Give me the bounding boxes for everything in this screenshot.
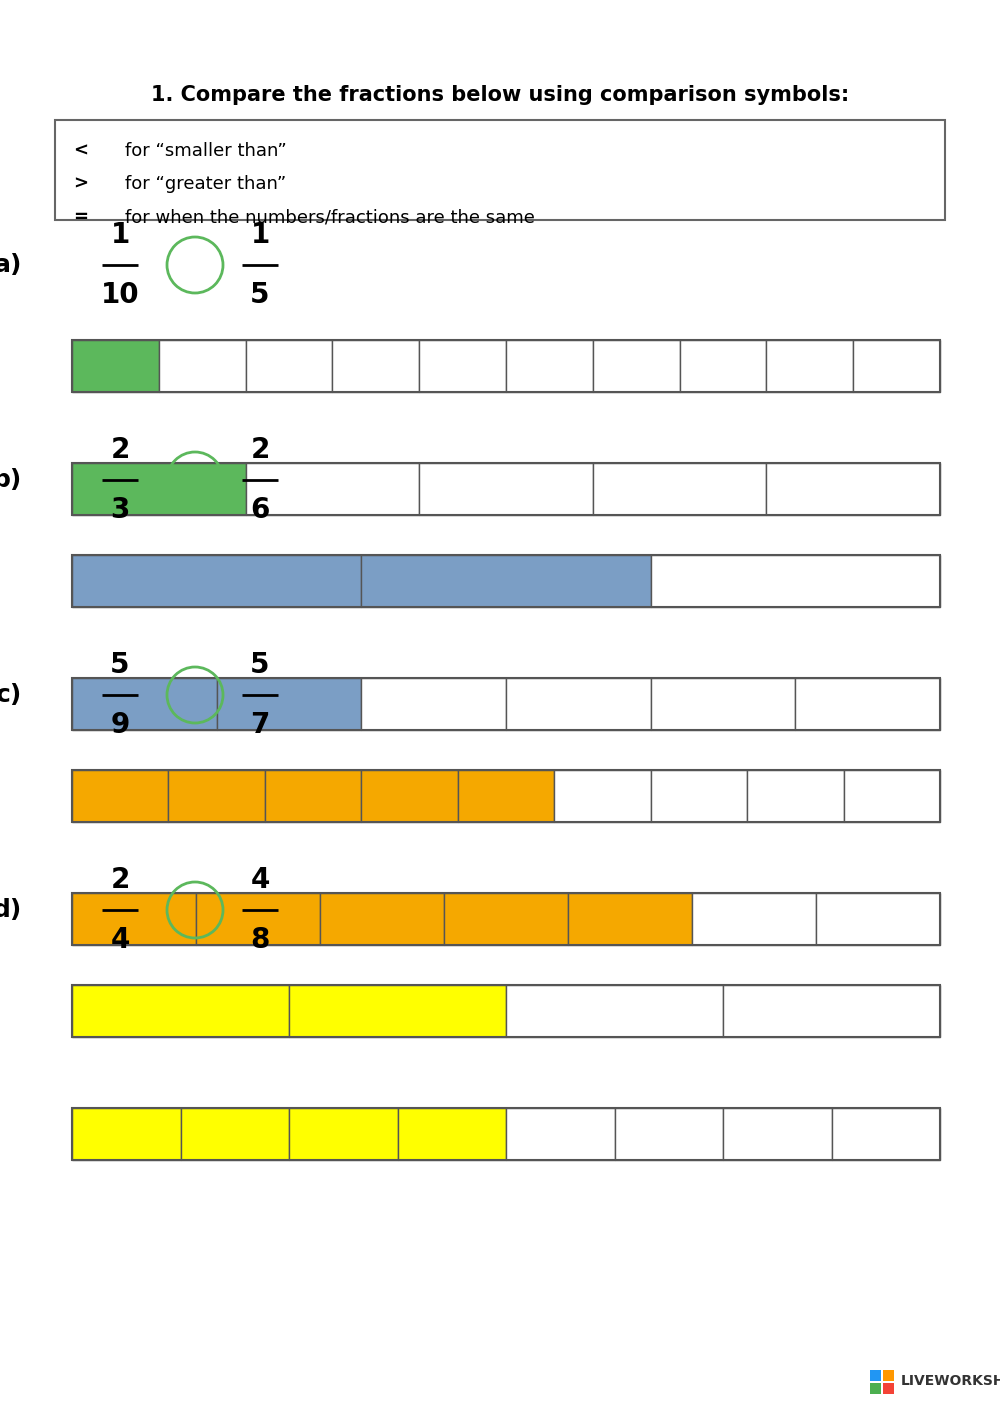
Bar (72, 341, 159, 391)
Bar (72, 1108, 180, 1160)
Bar (614, 1108, 723, 1160)
Bar (506, 1108, 614, 1160)
Text: =: = (73, 208, 88, 226)
Text: for when the numbers/fractions are the same: for when the numbers/fractions are the s… (125, 208, 535, 226)
Bar (72, 985, 940, 1037)
Text: 2: 2 (110, 866, 130, 894)
Text: 2: 2 (250, 437, 270, 463)
Text: 1. Compare the fractions below using comparison symbols:: 1. Compare the fractions below using com… (151, 85, 849, 105)
Bar (246, 341, 332, 391)
Bar (723, 985, 940, 1037)
Bar (289, 1108, 398, 1160)
Bar (506, 341, 593, 391)
Bar (72, 555, 361, 608)
Text: c): c) (0, 682, 22, 706)
Bar (766, 341, 853, 391)
Text: LIVEWORKSHEETS: LIVEWORKSHEETS (901, 1373, 1000, 1388)
Bar (320, 893, 444, 945)
Bar (651, 678, 795, 731)
Bar (766, 463, 940, 514)
Text: for “greater than”: for “greater than” (125, 175, 286, 194)
Bar (832, 1108, 940, 1160)
Bar (747, 770, 844, 822)
Bar (361, 770, 458, 822)
Bar (568, 893, 692, 945)
Bar (870, 1371, 881, 1381)
Bar (816, 893, 940, 945)
Text: b): b) (0, 468, 22, 492)
Bar (419, 463, 593, 514)
Bar (506, 985, 723, 1037)
Text: 5: 5 (110, 651, 130, 680)
Bar (883, 1371, 894, 1381)
Bar (692, 893, 816, 945)
Bar (159, 341, 246, 391)
Bar (844, 770, 940, 822)
Bar (55, 120, 945, 220)
Text: for “smaller than”: for “smaller than” (125, 141, 287, 160)
Bar (554, 770, 651, 822)
Text: 7: 7 (250, 711, 270, 739)
Bar (168, 770, 265, 822)
Text: 1: 1 (250, 220, 270, 249)
Bar (723, 1108, 832, 1160)
Bar (651, 555, 940, 608)
Bar (72, 341, 940, 391)
Text: a): a) (0, 253, 22, 277)
Bar (444, 893, 568, 945)
Bar (72, 463, 940, 514)
Bar (458, 770, 554, 822)
Bar (72, 555, 940, 608)
Bar (217, 678, 361, 731)
Text: 5: 5 (250, 281, 270, 309)
Text: 3: 3 (110, 496, 130, 524)
Text: 4: 4 (250, 866, 270, 894)
Bar (180, 1108, 289, 1160)
Bar (506, 678, 651, 731)
Bar (795, 678, 940, 731)
Bar (361, 555, 651, 608)
Bar (72, 678, 940, 731)
Bar (853, 341, 940, 391)
Bar (72, 463, 246, 514)
Text: 6: 6 (250, 496, 270, 524)
Bar (246, 463, 419, 514)
Bar (680, 341, 766, 391)
Bar (289, 985, 506, 1037)
Text: 9: 9 (110, 711, 130, 739)
Text: 2: 2 (110, 437, 130, 463)
Bar (332, 341, 419, 391)
Bar (196, 893, 320, 945)
Bar (651, 770, 747, 822)
Text: 4: 4 (110, 926, 130, 954)
Text: <: < (73, 141, 88, 160)
Text: 1: 1 (110, 220, 130, 249)
Bar (361, 678, 506, 731)
Bar (593, 463, 766, 514)
Bar (72, 770, 940, 822)
Bar (883, 1383, 894, 1395)
Text: 8: 8 (250, 926, 270, 954)
Bar (72, 893, 940, 945)
Bar (72, 678, 217, 731)
Bar (398, 1108, 506, 1160)
Bar (870, 1383, 881, 1395)
Bar (265, 770, 361, 822)
Bar (72, 893, 196, 945)
Text: >: > (73, 175, 88, 194)
Text: d): d) (0, 899, 22, 923)
Bar (72, 770, 168, 822)
Bar (72, 985, 289, 1037)
Text: 5: 5 (250, 651, 270, 680)
Bar (72, 1108, 940, 1160)
Bar (593, 341, 680, 391)
Text: 10: 10 (101, 281, 139, 309)
Bar (419, 341, 506, 391)
